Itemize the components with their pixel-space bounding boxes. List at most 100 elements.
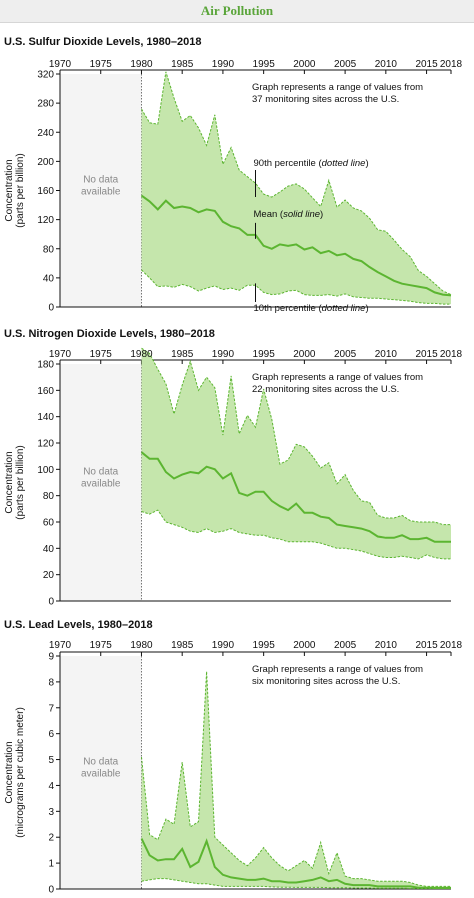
chart-3-x-tick-label: 2015 [415,640,438,651]
chart-3-title: U.S. Lead Levels, 1980–2018 [4,619,153,631]
chart-3-x-tick-label: 2018 [440,640,463,651]
chart-1-x-tick-label: 1985 [171,59,194,70]
chart-1-x-tick-label: 1975 [90,59,113,70]
chart-1-annotation-p10-part: 10th percentile ( [254,303,323,314]
chart-3-y-tick-label: 1 [48,859,54,870]
chart-1-x-tick-label: 2010 [375,59,398,70]
chart-2-y-axis-label-line: (parts per billion) [15,445,26,519]
chart-1-y-tick-label: 240 [37,128,54,139]
chart-2-no-data-label: available [81,479,121,490]
chart-2-no-data-label: No data [83,467,118,478]
chart-1-y-tick-label: 40 [43,273,55,284]
chart-1-annotation-p10: 10th percentile (dotted line) [254,303,369,314]
chart-2-y-axis-label: Concentration(parts per billion) [4,445,26,519]
chart-1-note-line: Graph represents a range of values from [252,82,423,93]
chart-2-x-tick-label: 2018 [440,349,463,360]
chart-2-y-tick-label: 0 [48,597,54,608]
chart-1-y-axis-label-line: (parts per billion) [15,153,26,227]
chart-1-range-band [142,72,452,304]
chart-2-y-tick-label: 120 [37,439,54,450]
chart-1-annotation-p90-part: 90th percentile ( [254,158,323,169]
chart-1-x-tick-label: 2018 [440,59,463,70]
chart-3-y-tick-label: 4 [48,781,54,792]
chart-2-x-tick-label: 1990 [212,349,235,360]
chart-3-x-tick-label: 1980 [130,640,153,651]
chart-1-annotation-mean-part: ) [320,209,323,220]
chart-1-y-tick-label: 120 [37,215,54,226]
chart-2-x-tick-label: 2010 [375,349,398,360]
chart-1-no-data-label: available [81,187,121,198]
chart-3-y-tick-label: 7 [48,703,54,714]
chart-1-y-axis-label: Concentration(parts per billion) [4,153,26,227]
chart-1-y-axis-label-line: Concentration [4,159,15,221]
chart-1-y-tick-label: 80 [43,244,55,255]
chart-2-y-tick-label: 140 [37,412,54,423]
chart-1-x-tick-label: 2015 [415,59,438,70]
chart-1-annotation-p90: 90th percentile (dotted line) [254,158,369,169]
chart-1-y-tick-label: 200 [37,157,54,168]
chart-1-annotation-mean-part: Mean ( [254,209,284,220]
chart-1-annotation-p10-part: dotted line [322,303,366,314]
chart-2-x-tick-label: 1970 [49,349,72,360]
chart-1-x-tick-label: 2000 [293,59,316,70]
chart-2-y-tick-label: 100 [37,465,54,476]
chart-1-x-tick-label: 1995 [253,59,276,70]
chart-3-y-axis-label-line: Concentration [4,741,15,803]
chart-3-y-axis-label: Concentration(micrograms per cubic meter… [4,707,26,838]
chart-2-x-tick-label: 1995 [253,349,276,360]
chart-3-y-tick-label: 2 [48,833,54,844]
chart-3-y-tick-label: 8 [48,677,54,688]
chart-3-range-band [142,672,452,889]
chart-3-y-tick-label: 5 [48,755,54,766]
chart-1-x-tick-label: 2005 [334,59,357,70]
chart-3-y-axis-label-line: (micrograms per cubic meter) [15,707,26,838]
chart-2-y-tick-label: 180 [37,360,54,371]
chart-3-x-tick-label: 2000 [293,640,316,651]
chart-2-y-tick-label: 40 [43,544,55,555]
chart-3-x-tick-label: 1995 [253,640,276,651]
chart-2-y-tick-label: 80 [43,491,55,502]
chart-2-y-tick-label: 20 [43,570,55,581]
chart-3-y-tick-label: 9 [48,652,54,663]
chart-1-no-data-label: No data [83,175,118,186]
chart-1-y-tick-label: 320 [37,70,54,81]
chart-2-y-tick-label: 160 [37,386,54,397]
chart-3-x-tick-label: 1990 [212,640,235,651]
chart-1-annotation-p90-part: dotted line [322,158,366,169]
chart-2-x-tick-label: 2015 [415,349,438,360]
chart-1-x-tick-label: 1980 [130,59,153,70]
chart-1-y-tick-label: 280 [37,99,54,110]
chart-3-y-tick-label: 0 [48,885,54,896]
chart-2-x-tick-label: 2000 [293,349,316,360]
chart-3-no-data-label: No data [83,757,118,768]
chart-3-y-tick-label: 3 [48,807,54,818]
chart-3-x-tick-label: 2005 [334,640,357,651]
chart-3-x-tick-label: 1985 [171,640,194,651]
chart-2-title: U.S. Nitrogen Dioxide Levels, 1980–2018 [4,328,215,340]
chart-3-x-tick-label: 2010 [375,640,398,651]
chart-3-x-tick-label: 1975 [90,640,113,651]
chart-1-x-tick-label: 1970 [49,59,72,70]
chart-1-x-tick-label: 1990 [212,59,235,70]
chart-1-y-tick-label: 160 [37,186,54,197]
chart-1-note-line: 37 monitoring sites across the U.S. [252,94,399,105]
chart-3-y-tick-label: 6 [48,729,54,740]
chart-2-x-tick-label: 1980 [130,349,153,360]
chart-2-y-tick-label: 60 [43,518,55,529]
chart-3-no-data-label: available [81,769,121,780]
chart-3-x-tick-label: 1970 [49,640,72,651]
chart-1-title: U.S. Sulfur Dioxide Levels, 1980–2018 [4,36,201,48]
chart-2-x-tick-label: 1975 [90,349,113,360]
chart-2-note-line: 22 monitoring sites across the U.S. [252,384,399,395]
chart-1-annotation-mean-part: solid line [283,209,320,220]
chart-2-y-axis-label-line: Concentration [4,451,15,513]
chart-3-note-line: Graph represents a range of values from [252,664,423,675]
chart-2-note-line: Graph represents a range of values from [252,372,423,383]
chart-1-annotation-p10-part: ) [365,303,368,314]
chart-2-x-tick-label: 1985 [171,349,194,360]
chart-2-x-tick-label: 2005 [334,349,357,360]
chart-1-y-tick-label: 0 [48,303,54,314]
chart-3-note-line: six monitoring sites across the U.S. [252,676,400,687]
chart-1-annotation-mean: Mean (solid line) [254,209,324,220]
